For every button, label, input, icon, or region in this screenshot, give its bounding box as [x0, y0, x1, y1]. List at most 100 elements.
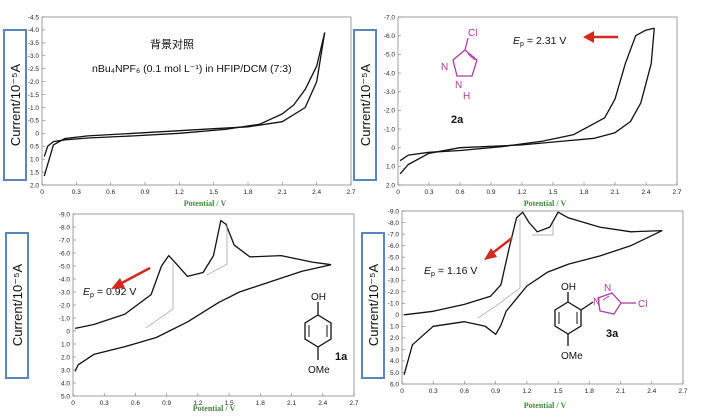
x-tick-label: 0 [396, 189, 400, 196]
cv-curve-blank-reverse [43, 32, 326, 177]
x-tick-label: 2.7 [349, 400, 358, 407]
xlabel-2a: Potential / V [524, 199, 567, 208]
svg-text:Ep= 2.31 V: Ep = 2.31 V [513, 35, 566, 48]
svg-text:N: N [593, 297, 600, 308]
y-tick-label: 0 [391, 145, 395, 152]
compound-label-1a: 1a [335, 351, 348, 363]
y-tick-label: -9.0 [388, 208, 400, 215]
xlabel-blank: Potential / V [184, 199, 227, 208]
x-tick-label: 2.1 [278, 189, 287, 196]
ep-label-3a: Ep = 1.16 V [424, 265, 477, 278]
svg-text:Cl: Cl [638, 299, 647, 310]
x-tick-label: 0 [71, 400, 75, 407]
x-tick-label: 0.3 [100, 400, 109, 407]
x-tick-label: 0.6 [460, 388, 469, 395]
svg-text:Cl: Cl [468, 28, 477, 39]
x-tick-label: 2.1 [287, 400, 296, 407]
ep-label-2a: Ep = 2.31 V [513, 35, 566, 48]
x-tick-label: 1.2 [175, 189, 184, 196]
y-tick-label: -0.5 [28, 118, 40, 125]
tick-layer: 0 0.3 0.6 0.9 1.2 1.5 1.8 2.1 2.4 2.7 -4.5 -4.0 -3.5… [28, 14, 688, 407]
x-tick-label: 0.9 [491, 388, 500, 395]
svg-text:Ep= 0.92 V: Ep = 0.92 V [83, 286, 136, 299]
y-tick-label: 5.0 [61, 393, 70, 400]
x-tick-label: 0.6 [106, 189, 115, 196]
svg-text:H: H [463, 91, 470, 102]
x-tick-label: 1.8 [243, 189, 252, 196]
svg-text:OH: OH [311, 292, 326, 303]
y-tick-label: 0 [395, 312, 399, 319]
x-tick-label: 0.3 [429, 388, 438, 395]
x-tick-label: 1.2 [517, 189, 526, 196]
y-tick-label: -3.0 [59, 289, 71, 296]
y-tick-label: 1.0 [386, 164, 395, 171]
x-tick-label: 2.4 [647, 388, 656, 395]
y-tick-label: -1.0 [384, 126, 396, 133]
y-tick-label: 4.0 [61, 380, 70, 387]
y-tick-label: -4.0 [388, 266, 400, 273]
y-tick-label: 1.0 [390, 324, 399, 331]
y-tick-label: -8.0 [388, 220, 400, 227]
panel-2a-frame [397, 16, 678, 186]
y-tick-label: 2.0 [30, 182, 39, 189]
molecule-3a: OH OMe N N Cl [554, 282, 647, 362]
y-tick-label: -6.0 [388, 243, 400, 250]
x-tick-label: 0.3 [72, 189, 81, 196]
y-tick-label: 6.0 [390, 381, 399, 388]
y-tick-label: -2.0 [28, 79, 40, 86]
y-tick-label: -1.0 [28, 105, 40, 112]
cv-curve-3a-forward [404, 211, 663, 316]
y-tick-label: -1.5 [28, 92, 40, 99]
curve-layer [43, 27, 663, 375]
y-tick-label: -6.0 [59, 250, 71, 257]
y-tick-label: 3.0 [390, 347, 399, 354]
x-tick-label: 2.4 [318, 400, 327, 407]
ep-label-1a: Ep = 0.92 V [83, 286, 136, 299]
y-tick-label: 5.0 [390, 370, 399, 377]
x-tick-label: 2.4 [312, 189, 321, 196]
cv-curve-blank-forward [43, 32, 326, 157]
y-tick-label: 2.0 [386, 182, 395, 189]
x-tick-label: 2.7 [672, 189, 681, 196]
y-tick-label: -7.0 [388, 231, 400, 238]
arrow-1a [111, 266, 151, 289]
y-tick-label: -7.0 [384, 14, 396, 21]
y-tick-label: -6.0 [384, 33, 396, 40]
cv-curve-2a-forward [399, 27, 655, 162]
y-tick-label: -4.0 [59, 276, 71, 283]
x-tick-label: 1.5 [548, 189, 557, 196]
ylabel-blank: Current/10⁻⁵A [3, 29, 27, 181]
y-tick-label: 0 [35, 131, 39, 138]
y-tick-label: -2.0 [384, 108, 396, 115]
y-tick-label: -7.0 [59, 237, 71, 244]
y-tick-label: -1.0 [59, 315, 71, 322]
y-tick-label: 1.5 [30, 169, 39, 176]
y-tick-label: 2.0 [61, 354, 70, 361]
blank-subtitle: nBu₄NPF₆ (0.1 mol L⁻¹) in HFIP/DCM (7:3) [92, 63, 292, 75]
blank-title: 背景对照 [150, 37, 194, 51]
x-tick-label: 1.5 [209, 189, 218, 196]
svg-text:Current/10⁻⁵A: Current/10⁻⁵A [366, 264, 381, 347]
y-tick-label: -4.5 [28, 14, 40, 21]
y-tick-label: -4.0 [384, 70, 396, 77]
x-tick-label: 1.8 [585, 388, 594, 395]
y-tick-label: -3.0 [384, 89, 396, 96]
cv-curve-2a-reverse [399, 28, 655, 175]
y-tick-label: -8.0 [59, 224, 71, 231]
panel-blank-frame [41, 16, 352, 186]
baseline-construction-3a [477, 219, 554, 319]
y-tick-label: -2.0 [388, 289, 400, 296]
x-tick-label: 0.3 [424, 189, 433, 196]
y-tick-label: -5.0 [384, 52, 396, 59]
y-tick-label: 2.0 [390, 335, 399, 342]
x-tick-label: 2.7 [678, 388, 687, 395]
y-tick-label: -9.0 [59, 211, 71, 218]
ylabel-2a: Current/10⁻⁵A [353, 29, 377, 181]
y-tick-label: -2.5 [28, 66, 40, 73]
arrow-3a [484, 237, 513, 260]
y-tick-label: -3.0 [388, 278, 400, 285]
cv-curve-1a-forward [74, 219, 332, 330]
x-tick-label: 0.6 [131, 400, 140, 407]
svg-text:Current/10⁻⁵A: Current/10⁻⁵A [358, 64, 373, 147]
x-tick-label: 1.8 [579, 189, 588, 196]
